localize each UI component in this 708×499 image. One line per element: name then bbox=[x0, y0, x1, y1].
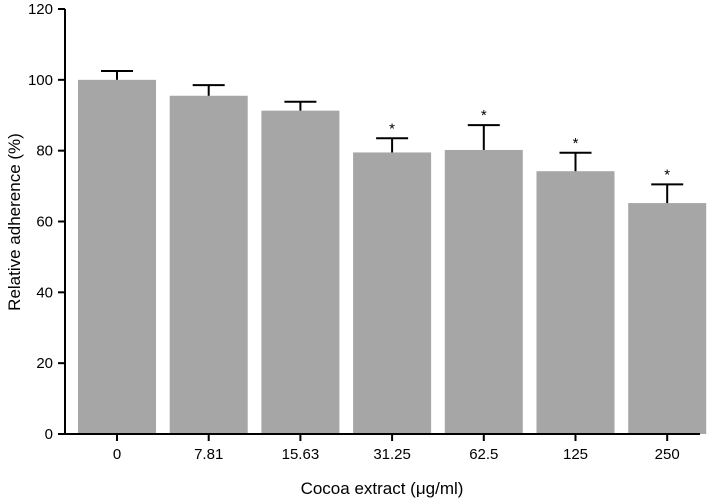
x-tick-label-250: 250 bbox=[655, 446, 680, 463]
y-tick-label-40: 40 bbox=[36, 284, 53, 301]
bar-31.25 bbox=[353, 152, 432, 434]
y-tick-label-80: 80 bbox=[36, 143, 53, 160]
y-tick-label-0: 0 bbox=[45, 426, 53, 443]
bar-7.81 bbox=[169, 95, 248, 434]
x-tick-label-0: 0 bbox=[113, 446, 121, 463]
bars-group bbox=[78, 79, 707, 435]
significance-marker-125: * bbox=[573, 135, 579, 152]
significance-marker-31.25: * bbox=[389, 120, 395, 137]
bar-125 bbox=[536, 171, 615, 435]
y-tick-label-20: 20 bbox=[36, 355, 53, 372]
bar-250 bbox=[628, 203, 707, 434]
x-tick-label-62.5: 62.5 bbox=[469, 446, 498, 463]
y-tick-label-100: 100 bbox=[28, 72, 53, 89]
x-tick-label-15.63: 15.63 bbox=[282, 446, 320, 463]
y-axis: 0 20 40 60 80 100 120 bbox=[28, 1, 66, 443]
x-tick-label-125: 125 bbox=[563, 446, 588, 463]
x-axis: 0 7.81 15.63 31.25 62.5 125 250 bbox=[64, 433, 700, 463]
x-axis-title: Cocoa extract (μg/ml) bbox=[301, 479, 464, 498]
significance-marker-62.5: * bbox=[481, 107, 487, 124]
y-axis-title: Relative adherence (%) bbox=[5, 133, 24, 311]
bar-0 bbox=[78, 79, 156, 434]
bar-62.5 bbox=[444, 149, 523, 435]
significance-marker-250: * bbox=[664, 166, 670, 183]
bar-15.63 bbox=[261, 110, 340, 434]
y-tick-label-120: 120 bbox=[28, 1, 53, 18]
y-tick-label-60: 60 bbox=[36, 214, 53, 231]
x-tick-label-31.25: 31.25 bbox=[373, 446, 411, 463]
x-tick-label-7.81: 7.81 bbox=[194, 446, 223, 463]
significance-markers-group: * * * * bbox=[389, 107, 670, 183]
error-bars-group bbox=[101, 69, 684, 204]
